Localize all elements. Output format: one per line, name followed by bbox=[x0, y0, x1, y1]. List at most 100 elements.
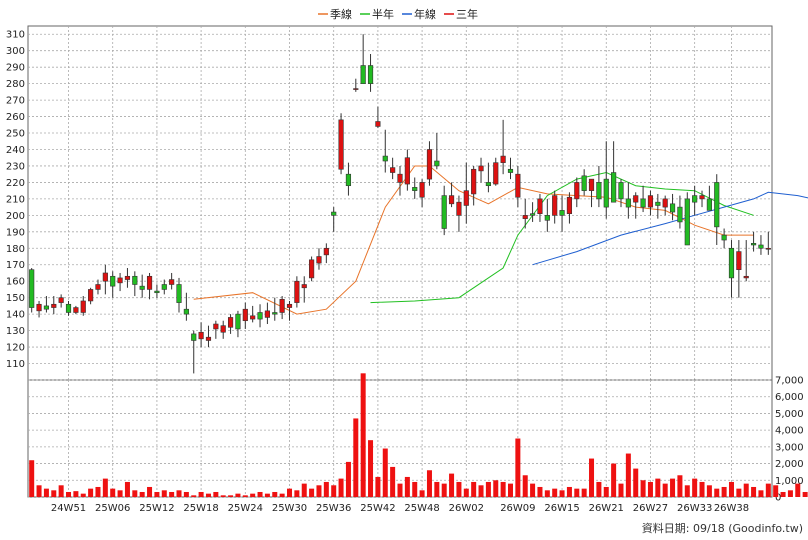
price-tick-label: 260 bbox=[6, 112, 25, 123]
candlestick bbox=[721, 228, 727, 249]
volume-bar bbox=[603, 486, 609, 497]
price-tick-label: 280 bbox=[6, 79, 25, 90]
volume-bar bbox=[655, 478, 661, 497]
volume-bar bbox=[132, 490, 138, 497]
x-tick-label: 26W21 bbox=[589, 503, 624, 514]
candle-body bbox=[353, 88, 359, 90]
candle-body bbox=[316, 256, 322, 264]
volume-bar bbox=[368, 440, 374, 497]
price-tick-label: 130 bbox=[6, 326, 25, 337]
volume-y-axis: 0 1,000 2,000 3,000 4,000 5,000 6,000 7,000 bbox=[775, 376, 804, 504]
candle-body bbox=[95, 284, 101, 290]
volume-tick-label: 5,000 bbox=[775, 409, 804, 420]
x-tick-label: 25W36 bbox=[316, 503, 351, 514]
candlestick bbox=[88, 287, 94, 305]
candle-body bbox=[102, 272, 108, 282]
candle-body bbox=[36, 303, 42, 312]
x-tick-label: 26W09 bbox=[500, 503, 535, 514]
candlestick bbox=[367, 53, 374, 92]
candlestick bbox=[559, 195, 565, 232]
chart-legend: 季線 半年 年線 三年 bbox=[318, 7, 478, 21]
candle-body bbox=[154, 290, 160, 294]
candlestick bbox=[522, 198, 528, 229]
candle-body bbox=[220, 325, 226, 333]
candle-body bbox=[51, 303, 57, 308]
candlestick bbox=[412, 177, 418, 199]
candle-body bbox=[309, 259, 315, 279]
candle-body bbox=[743, 275, 749, 279]
candle-body bbox=[618, 182, 624, 200]
candle-body bbox=[294, 280, 300, 303]
x-tick-label: 25W18 bbox=[183, 503, 218, 514]
candle-body bbox=[146, 275, 153, 290]
legend-item: 季線 bbox=[318, 7, 352, 21]
volume-bar bbox=[633, 468, 639, 497]
candlestick bbox=[515, 165, 521, 208]
volume-tick-label: 2,000 bbox=[775, 459, 804, 470]
candlestick bbox=[574, 177, 580, 208]
price-tick-label: 250 bbox=[6, 129, 25, 140]
candle-body bbox=[397, 173, 403, 183]
volume-bar bbox=[736, 488, 742, 497]
candlestick bbox=[286, 300, 293, 321]
volume-bar bbox=[765, 483, 771, 497]
candlestick bbox=[456, 195, 462, 232]
volume-bar bbox=[552, 488, 558, 497]
volume-bar bbox=[522, 475, 528, 497]
candlestick bbox=[493, 157, 499, 186]
volume-bar bbox=[80, 493, 86, 497]
price-tick-label: 150 bbox=[6, 293, 25, 304]
candlestick bbox=[434, 133, 440, 170]
candlestick bbox=[316, 248, 322, 270]
volume-bar bbox=[213, 491, 219, 497]
candle-body bbox=[500, 155, 506, 163]
volume-bar bbox=[228, 495, 234, 497]
candle-body bbox=[43, 305, 49, 310]
candlestick bbox=[706, 185, 712, 211]
candlestick bbox=[323, 243, 329, 264]
price-tick-label: 170 bbox=[6, 260, 25, 271]
candle-body bbox=[721, 234, 727, 241]
volume-bar bbox=[242, 495, 248, 497]
candle-body bbox=[360, 65, 366, 84]
candle-body bbox=[132, 275, 138, 285]
candlestick bbox=[191, 330, 197, 374]
ma-line bbox=[532, 191, 808, 266]
volume-bar bbox=[485, 481, 491, 497]
candle-body bbox=[647, 195, 654, 208]
volume-bar bbox=[684, 485, 690, 497]
candle-body bbox=[463, 190, 469, 206]
candle-body bbox=[227, 317, 234, 328]
candle-body bbox=[559, 210, 565, 216]
candle-body bbox=[736, 251, 742, 270]
volume-bar bbox=[154, 491, 160, 497]
candle-body bbox=[640, 198, 646, 208]
price-tick-label: 200 bbox=[6, 211, 25, 222]
volume-bar bbox=[257, 491, 263, 497]
candle-body bbox=[235, 313, 241, 330]
volume-bar bbox=[566, 486, 572, 497]
price-tick-label: 110 bbox=[6, 359, 25, 370]
volume-bar bbox=[404, 476, 410, 497]
candle-body bbox=[117, 277, 123, 284]
volume-bar bbox=[625, 453, 631, 497]
candlestick bbox=[176, 277, 182, 313]
volume-bar bbox=[375, 476, 381, 497]
volume-bar bbox=[345, 461, 351, 497]
candlestick bbox=[684, 192, 690, 246]
candlestick bbox=[338, 113, 344, 175]
volume-bar bbox=[647, 481, 653, 497]
candle-body bbox=[448, 195, 455, 205]
x-axis: 24W51 25W06 25W12 25W18 25W24 25W30 25W36 25W42… bbox=[51, 503, 749, 514]
legend-label: 季線 bbox=[330, 7, 352, 21]
legend-item: 半年 bbox=[360, 7, 394, 21]
candlestick bbox=[485, 162, 491, 193]
candle-body bbox=[669, 203, 676, 213]
candle-body bbox=[213, 323, 219, 330]
volume-bar bbox=[471, 481, 477, 497]
candle-body bbox=[412, 187, 418, 191]
candlestick bbox=[692, 185, 698, 216]
candle-body bbox=[286, 303, 293, 308]
candle-body bbox=[331, 211, 337, 216]
